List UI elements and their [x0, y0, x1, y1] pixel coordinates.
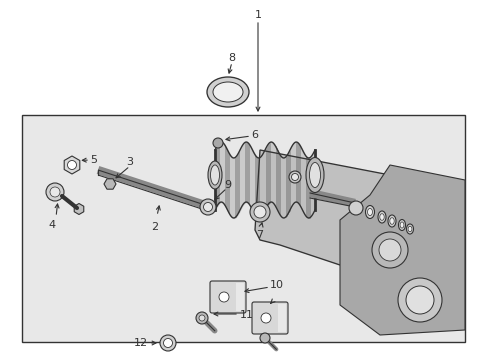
Text: 12: 12: [134, 338, 148, 348]
Text: 3: 3: [126, 157, 133, 167]
Ellipse shape: [377, 211, 385, 223]
Ellipse shape: [367, 208, 372, 216]
Circle shape: [199, 315, 204, 321]
Ellipse shape: [207, 161, 222, 189]
Circle shape: [46, 183, 64, 201]
Ellipse shape: [365, 206, 374, 219]
Text: 5: 5: [90, 155, 97, 165]
Polygon shape: [339, 165, 464, 335]
Text: 6: 6: [251, 130, 258, 140]
Ellipse shape: [305, 157, 324, 193]
Text: 10: 10: [269, 280, 284, 290]
Ellipse shape: [387, 215, 395, 227]
Ellipse shape: [389, 218, 393, 224]
Circle shape: [249, 202, 269, 222]
Text: 4: 4: [48, 220, 56, 230]
Polygon shape: [74, 203, 83, 215]
Circle shape: [67, 161, 76, 170]
Text: 8: 8: [228, 53, 235, 63]
Circle shape: [200, 199, 216, 215]
Circle shape: [371, 232, 407, 268]
Polygon shape: [236, 283, 244, 311]
FancyBboxPatch shape: [209, 281, 245, 313]
Circle shape: [213, 138, 223, 148]
Ellipse shape: [407, 226, 411, 232]
Polygon shape: [254, 150, 464, 290]
Circle shape: [261, 313, 270, 323]
Circle shape: [288, 171, 301, 183]
Text: 2: 2: [151, 222, 158, 232]
Ellipse shape: [210, 165, 219, 185]
Ellipse shape: [399, 222, 403, 228]
Text: 7: 7: [256, 230, 263, 240]
Ellipse shape: [398, 220, 405, 230]
Text: 11: 11: [240, 310, 253, 320]
Circle shape: [378, 239, 400, 261]
Polygon shape: [64, 156, 80, 174]
Circle shape: [397, 278, 441, 322]
Bar: [22, 115, 464, 342]
Circle shape: [203, 202, 212, 211]
Ellipse shape: [406, 224, 413, 234]
Circle shape: [196, 312, 207, 324]
Polygon shape: [104, 179, 116, 189]
Circle shape: [260, 333, 269, 343]
Circle shape: [253, 206, 265, 218]
Circle shape: [291, 174, 298, 180]
Circle shape: [163, 338, 172, 347]
Circle shape: [50, 187, 60, 197]
Text: 1: 1: [254, 10, 261, 20]
Circle shape: [348, 201, 362, 215]
Polygon shape: [278, 304, 285, 332]
FancyBboxPatch shape: [251, 302, 287, 334]
Ellipse shape: [379, 214, 384, 220]
Ellipse shape: [213, 82, 243, 102]
Circle shape: [219, 292, 228, 302]
Ellipse shape: [206, 77, 248, 107]
Text: 9: 9: [224, 180, 231, 190]
Circle shape: [405, 286, 433, 314]
Circle shape: [160, 335, 176, 351]
Ellipse shape: [309, 162, 320, 188]
